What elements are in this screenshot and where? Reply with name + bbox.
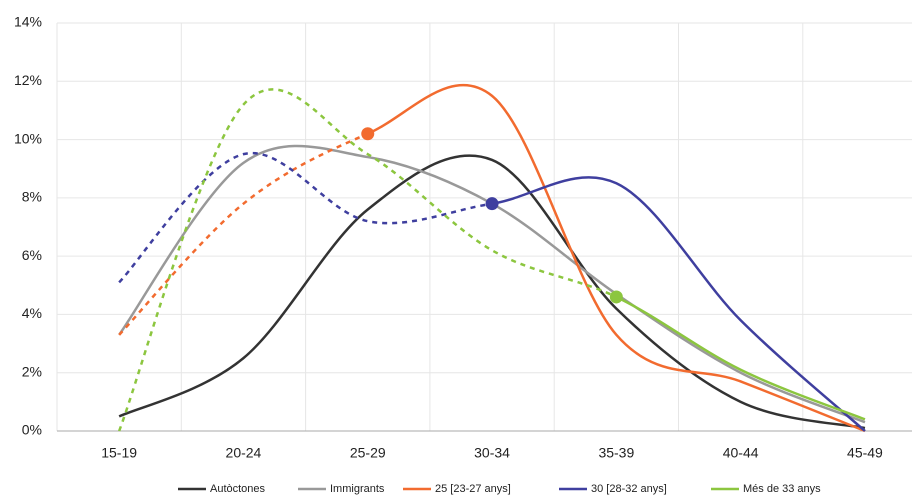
y-tick-label: 4%: [22, 305, 42, 321]
legend-label: 30 [28-32 anys]: [591, 483, 667, 495]
x-tick-label: 15-19: [101, 445, 137, 461]
legend-label: Autòctones: [210, 483, 266, 495]
legend-label: Més de 33 anys: [743, 483, 821, 495]
y-tick-label: 6%: [22, 247, 42, 263]
marker: [361, 127, 375, 141]
x-tick-label: 25-29: [350, 445, 386, 461]
x-tick-label: 30-34: [474, 445, 510, 461]
y-tick-label: 10%: [14, 130, 42, 146]
legend-label: 25 [23-27 anys]: [435, 483, 511, 495]
y-tick-label: 2%: [22, 363, 42, 379]
line: [118, 144, 866, 424]
line-dashed: [118, 151, 493, 284]
x-tick-label: 20-24: [226, 445, 262, 461]
line: [615, 295, 866, 421]
legend-label: Immigrants: [330, 483, 385, 495]
line-dashed: [117, 88, 617, 432]
y-tick-label: 8%: [22, 189, 42, 205]
y-tick-label: 12%: [14, 72, 42, 88]
x-tick-label: 40-44: [723, 445, 759, 461]
x-tick-label: 45-49: [847, 445, 883, 461]
y-tick-label: 0%: [22, 422, 42, 438]
x-tick-label: 35-39: [598, 445, 634, 461]
line: [491, 176, 866, 432]
marker: [485, 197, 499, 211]
marker: [609, 290, 623, 304]
line-dashed: [118, 132, 369, 336]
line: [367, 83, 866, 433]
y-tick-label: 14%: [14, 14, 42, 30]
line: [118, 154, 866, 430]
